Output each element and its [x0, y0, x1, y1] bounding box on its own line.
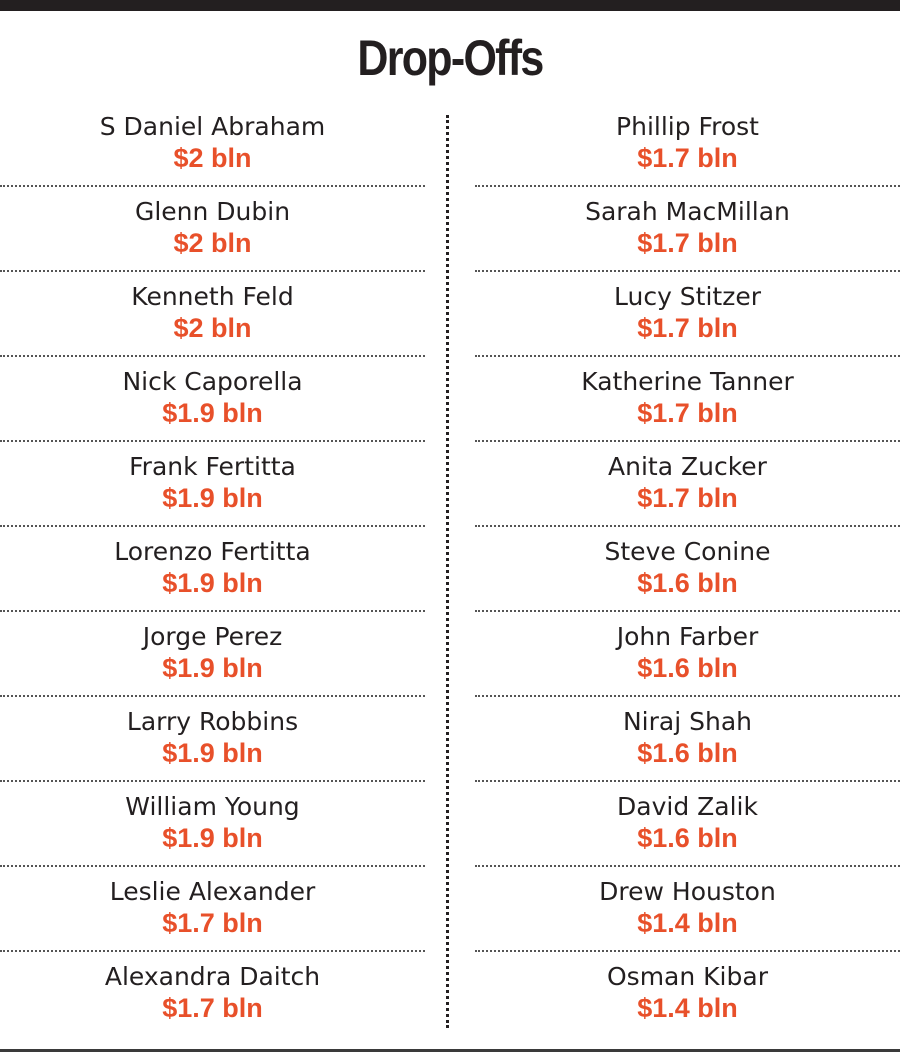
person-name: S Daniel Abraham: [99, 112, 326, 141]
list-item: Larry Robbins $1.9 bln: [0, 697, 425, 782]
net-worth-value: $1.6 bln: [637, 653, 738, 683]
net-worth-value: $1.9 bln: [162, 483, 263, 513]
person-name: Larry Robbins: [126, 707, 299, 736]
net-worth-value: $1.7 bln: [637, 483, 738, 513]
person-name: Katherine Tanner: [581, 367, 794, 396]
person-name: Phillip Frost: [616, 112, 759, 141]
net-worth-value: $1.9 bln: [162, 823, 263, 853]
left-column: S Daniel Abraham $2 bln Glenn Dubin $2 b…: [0, 102, 425, 1037]
net-worth-value: $2 bln: [173, 143, 252, 173]
list-item: Nick Caporella $1.9 bln: [0, 357, 425, 442]
list-item: S Daniel Abraham $2 bln: [0, 102, 425, 187]
list-item: Katherine Tanner $1.7 bln: [475, 357, 900, 442]
list-item: Osman Kibar $1.4 bln: [475, 952, 900, 1037]
net-worth-value: $1.9 bln: [162, 653, 263, 683]
person-name: Osman Kibar: [607, 962, 768, 991]
person-name: Sarah MacMillan: [585, 197, 790, 226]
column-divider: [446, 115, 449, 1028]
net-worth-value: $1.7 bln: [637, 143, 738, 173]
list-item: Jorge Perez $1.9 bln: [0, 612, 425, 697]
list-item: Steve Conine $1.6 bln: [475, 527, 900, 612]
net-worth-value: $1.9 bln: [162, 568, 263, 598]
list-item: Drew Houston $1.4 bln: [475, 867, 900, 952]
list-item: Lucy Stitzer $1.7 bln: [475, 272, 900, 357]
person-name: Anita Zucker: [608, 452, 767, 481]
net-worth-value: $1.7 bln: [637, 398, 738, 428]
person-name: Lorenzo Fertitta: [114, 537, 311, 566]
person-name: Niraj Shah: [622, 707, 753, 736]
list-item: Kenneth Feld $2 bln: [0, 272, 425, 357]
person-name: Kenneth Feld: [131, 282, 294, 311]
list-item: Leslie Alexander $1.7 bln: [0, 867, 425, 952]
net-worth-value: $1.4 bln: [637, 993, 738, 1023]
person-name: Alexandra Daitch: [104, 962, 321, 991]
net-worth-value: $1.9 bln: [162, 738, 263, 768]
top-rule: [0, 0, 900, 11]
right-column: Phillip Frost $1.7 bln Sarah MacMillan $…: [475, 102, 900, 1037]
person-name: Nick Caporella: [122, 367, 303, 396]
list-item: Glenn Dubin $2 bln: [0, 187, 425, 272]
person-name: Glenn Dubin: [134, 197, 291, 226]
person-name: John Farber: [616, 622, 759, 651]
net-worth-value: $1.4 bln: [637, 908, 738, 938]
net-worth-value: $1.9 bln: [162, 398, 263, 428]
net-worth-value: $1.7 bln: [162, 993, 263, 1023]
list-item: Lorenzo Fertitta $1.9 bln: [0, 527, 425, 612]
list-item: William Young $1.9 bln: [0, 782, 425, 867]
net-worth-value: $2 bln: [173, 313, 252, 343]
list-item: Sarah MacMillan $1.7 bln: [475, 187, 900, 272]
net-worth-value: $1.7 bln: [637, 313, 738, 343]
list-item: John Farber $1.6 bln: [475, 612, 900, 697]
person-name: Steve Conine: [604, 537, 771, 566]
bottom-rule: [0, 1049, 900, 1052]
page-title: Drop-Offs: [357, 30, 544, 86]
person-name: Lucy Stitzer: [613, 282, 762, 311]
net-worth-value: $1.6 bln: [637, 738, 738, 768]
person-name: David Zalik: [617, 792, 758, 821]
list-item: Frank Fertitta $1.9 bln: [0, 442, 425, 527]
net-worth-value: $1.7 bln: [162, 908, 263, 938]
list-item: David Zalik $1.6 bln: [475, 782, 900, 867]
person-name: Frank Fertitta: [129, 452, 296, 481]
person-name: Jorge Perez: [142, 622, 283, 651]
net-worth-value: $1.7 bln: [637, 228, 738, 258]
list-item: Niraj Shah $1.6 bln: [475, 697, 900, 782]
net-worth-value: $1.6 bln: [637, 568, 738, 598]
net-worth-value: $1.6 bln: [637, 823, 738, 853]
list-item: Phillip Frost $1.7 bln: [475, 102, 900, 187]
person-name: Leslie Alexander: [109, 877, 316, 906]
list-item: Anita Zucker $1.7 bln: [475, 442, 900, 527]
person-name: William Young: [125, 792, 300, 821]
net-worth-value: $2 bln: [173, 228, 252, 258]
person-name: Drew Houston: [599, 877, 776, 906]
list-item: Alexandra Daitch $1.7 bln: [0, 952, 425, 1037]
